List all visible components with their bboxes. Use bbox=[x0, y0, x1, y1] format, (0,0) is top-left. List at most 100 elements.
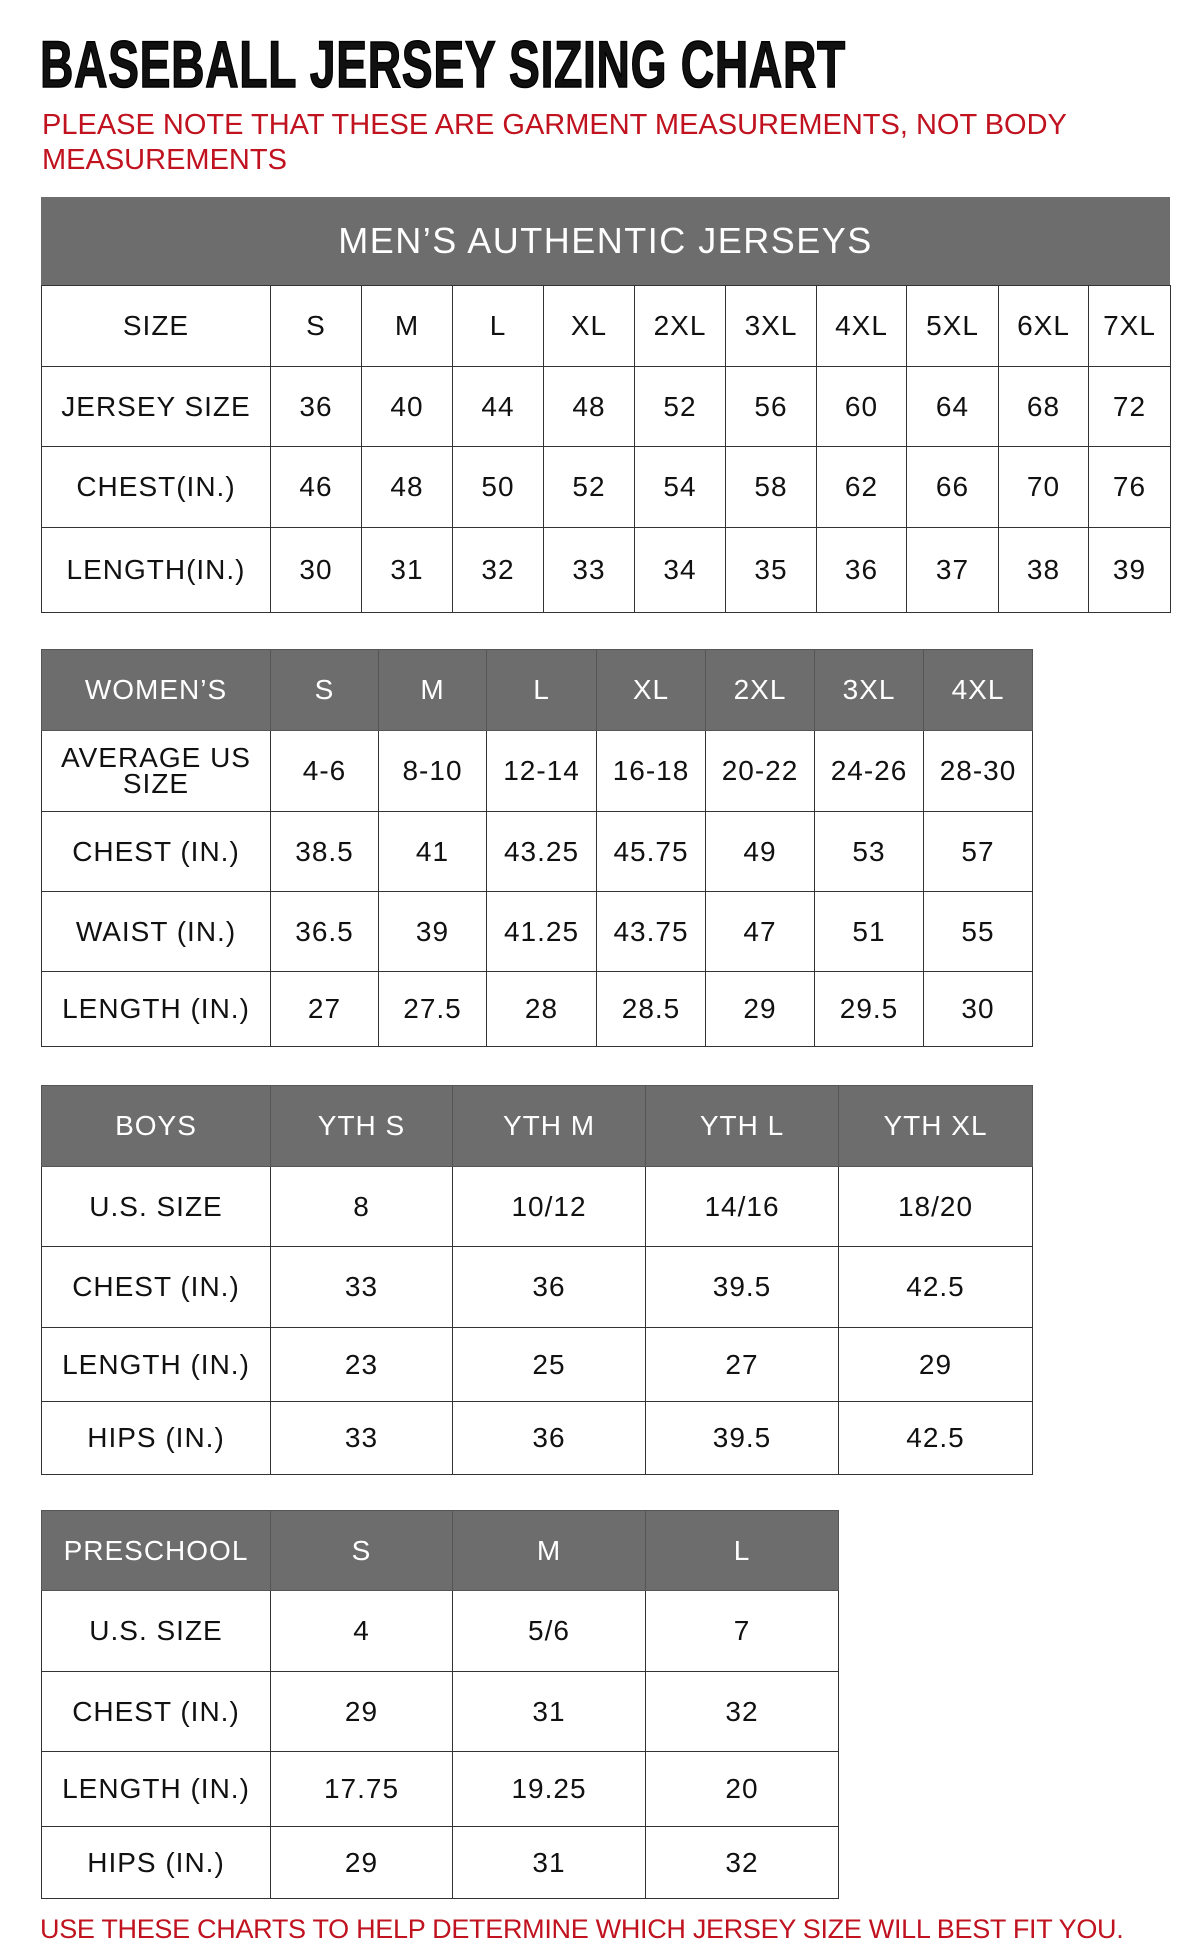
table-row: CHEST (IN.) 38.5 41 43.25 45.75 49 53 57 bbox=[41, 811, 1033, 892]
size-header-cell: S bbox=[270, 1510, 453, 1591]
measurement-cell: 43.75 bbox=[596, 891, 706, 972]
measurement-cell: 70 bbox=[998, 446, 1089, 528]
row-label: CHEST (IN.) bbox=[41, 1671, 271, 1752]
size-header-cell: 2XL bbox=[705, 649, 815, 731]
size-header-cell: M bbox=[378, 649, 487, 731]
measurement-cell: 58 bbox=[725, 446, 817, 528]
measurement-cell: 52 bbox=[634, 366, 726, 447]
mens-size-table: SIZE S M L XL 2XL 3XL 4XL 5XL 6XL 7XL JERSEY SIZE 36… bbox=[41, 285, 1171, 613]
measurement-cell: 5/6 bbox=[452, 1590, 646, 1672]
row-label: CHEST(IN.) bbox=[41, 446, 271, 528]
measurement-cell: 68 bbox=[998, 366, 1089, 447]
measurement-cell: 18/20 bbox=[838, 1166, 1033, 1247]
size-header-cell: 7XL bbox=[1088, 285, 1171, 367]
size-header-cell: YTH M bbox=[452, 1085, 646, 1167]
mens-table-banner: MEN’S AUTHENTIC JERSEYS bbox=[41, 197, 1170, 285]
row-label: LENGTH (IN.) bbox=[41, 971, 271, 1047]
measurement-cell: 34 bbox=[634, 527, 726, 613]
table-row: JERSEY SIZE 36 40 44 48 52 56 60 64 68 72 bbox=[41, 366, 1171, 447]
row-label: HIPS (IN.) bbox=[41, 1826, 271, 1899]
table-row: LENGTH (IN.) 23 25 27 29 bbox=[41, 1327, 1033, 1402]
table-header-row: PRESCHOOL S M L bbox=[41, 1510, 839, 1591]
size-header-cell: S bbox=[270, 649, 379, 731]
measurement-cell: 36 bbox=[452, 1401, 646, 1475]
size-header-cell: L bbox=[645, 1510, 839, 1591]
measurement-cell: 29.5 bbox=[814, 971, 924, 1047]
measurement-cell: 38 bbox=[998, 527, 1089, 613]
measurement-cell: 55 bbox=[923, 891, 1033, 972]
table-header-row: WOMEN’S S M L XL 2XL 3XL 4XL bbox=[41, 649, 1033, 731]
measurement-cell: 76 bbox=[1088, 446, 1171, 528]
measurement-cell: 46 bbox=[270, 446, 362, 528]
measurement-cell: 12-14 bbox=[486, 730, 597, 812]
table-header-row: BOYS YTH S YTH M YTH L YTH XL bbox=[41, 1085, 1033, 1167]
measurement-cell: 29 bbox=[705, 971, 815, 1047]
measurement-cell: 66 bbox=[906, 446, 999, 528]
measurement-cell: 38.5 bbox=[270, 811, 379, 892]
measurement-cell: 36.5 bbox=[270, 891, 379, 972]
row-label: BOYS bbox=[41, 1085, 271, 1167]
measurement-cell: 7 bbox=[645, 1590, 839, 1672]
table-row: AVERAGE US SIZE 4-6 8-10 12-14 16-18 20-22 24-… bbox=[41, 730, 1033, 812]
measurement-cell: 4-6 bbox=[270, 730, 379, 812]
size-header-cell: 3XL bbox=[725, 285, 817, 367]
measurement-cell: 23 bbox=[270, 1327, 453, 1402]
measurement-cell: 51 bbox=[814, 891, 924, 972]
measurement-cell: 27 bbox=[270, 971, 379, 1047]
measurement-cell: 53 bbox=[814, 811, 924, 892]
row-label: WAIST (IN.) bbox=[41, 891, 271, 972]
measurement-cell: 29 bbox=[838, 1327, 1033, 1402]
table-row: HIPS (IN.) 33 36 39.5 42.5 bbox=[41, 1401, 1033, 1475]
measurement-cell: 36 bbox=[816, 527, 907, 613]
measurement-cell: 72 bbox=[1088, 366, 1171, 447]
measurement-cell: 54 bbox=[634, 446, 726, 528]
measurement-cell: 24-26 bbox=[814, 730, 924, 812]
table-row: CHEST (IN.) 29 31 32 bbox=[41, 1671, 839, 1752]
table-row: CHEST (IN.) 33 36 39.5 42.5 bbox=[41, 1246, 1033, 1328]
row-label: WOMEN’S bbox=[41, 649, 271, 731]
boys-size-table: BOYS YTH S YTH M YTH L YTH XL U.S. SIZE 8 10/12… bbox=[41, 1085, 1033, 1475]
measurement-cell: 49 bbox=[705, 811, 815, 892]
row-label: CHEST (IN.) bbox=[41, 1246, 271, 1328]
measurement-cell: 28 bbox=[486, 971, 597, 1047]
measurement-cell: 64 bbox=[906, 366, 999, 447]
measurement-cell: 60 bbox=[816, 366, 907, 447]
womens-size-table: WOMEN’S S M L XL 2XL 3XL 4XL AVERAGE US SIZE 4-6 8… bbox=[41, 649, 1033, 1047]
measurement-cell: 28.5 bbox=[596, 971, 706, 1047]
row-label: U.S. SIZE bbox=[41, 1590, 271, 1672]
measurement-cell: 48 bbox=[361, 446, 453, 528]
measurement-cell: 56 bbox=[725, 366, 817, 447]
size-header-cell: 6XL bbox=[998, 285, 1089, 367]
measurement-cell: 36 bbox=[270, 366, 362, 447]
measurement-cell: 30 bbox=[923, 971, 1033, 1047]
measurement-cell: 32 bbox=[645, 1826, 839, 1899]
size-header-cell: 2XL bbox=[634, 285, 726, 367]
measurement-cell: 10/12 bbox=[452, 1166, 646, 1247]
measurement-cell: 8-10 bbox=[378, 730, 487, 812]
measurement-cell: 42.5 bbox=[838, 1246, 1033, 1328]
size-header-cell: 3XL bbox=[814, 649, 924, 731]
size-header-cell: L bbox=[486, 649, 597, 731]
garment-measurement-note: PLEASE NOTE THAT THESE ARE GARMENT MEASU… bbox=[42, 109, 1067, 176]
measurement-cell: 31 bbox=[361, 527, 453, 613]
size-header-cell: XL bbox=[596, 649, 706, 731]
size-header-cell: 4XL bbox=[816, 285, 907, 367]
measurement-cell: 32 bbox=[452, 527, 544, 613]
size-header-cell: YTH S bbox=[270, 1085, 453, 1167]
table-row: LENGTH (IN.) 17.75 19.25 20 bbox=[41, 1751, 839, 1827]
measurement-cell: 20-22 bbox=[705, 730, 815, 812]
measurement-cell: 44 bbox=[452, 366, 544, 447]
measurement-cell: 14/16 bbox=[645, 1166, 839, 1247]
measurement-cell: 47 bbox=[705, 891, 815, 972]
table-row: CHEST(IN.) 46 48 50 52 54 58 62 66 70 76 bbox=[41, 446, 1171, 528]
measurement-cell: 33 bbox=[270, 1246, 453, 1328]
measurement-cell: 27 bbox=[645, 1327, 839, 1402]
footer-note: USE THESE CHARTS TO HELP DETERMINE WHICH… bbox=[40, 1914, 1124, 1944]
table-row: WAIST (IN.) 36.5 39 41.25 43.75 47 51 55 bbox=[41, 891, 1033, 972]
measurement-cell: 25 bbox=[452, 1327, 646, 1402]
measurement-cell: 31 bbox=[452, 1826, 646, 1899]
measurement-cell: 52 bbox=[543, 446, 635, 528]
size-header-cell: YTH XL bbox=[838, 1085, 1033, 1167]
size-header-cell: XL bbox=[543, 285, 635, 367]
row-label: U.S. SIZE bbox=[41, 1166, 271, 1247]
